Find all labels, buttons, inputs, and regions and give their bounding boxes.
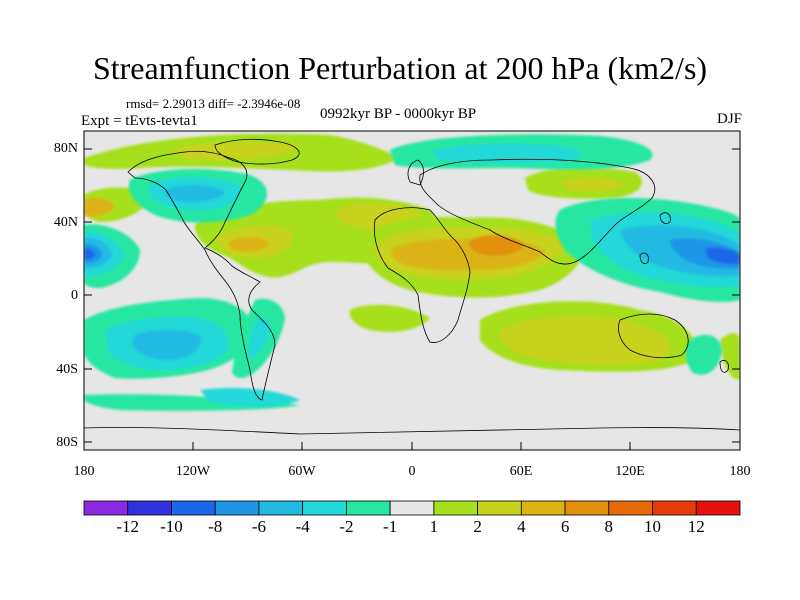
colorbar-label: 2 [473,517,482,536]
colorbar-swatch [345,500,391,516]
colorbar-label: 1 [429,517,439,536]
field-shading [84,131,740,450]
x-tick-label: 120W [175,464,211,479]
colorbar [83,500,741,516]
colorbar-label: 8 [604,517,614,536]
period-label: 0992kyr BP - 0000kyr BP [320,106,477,122]
x-tick-label: 60W [288,464,316,479]
colorbar-swatch [695,500,741,516]
colorbar-label: -10 [160,517,183,536]
colorbar-label: -6 [251,517,266,536]
y-tick-label: 80S [56,435,78,450]
colorbar-swatch [127,500,172,516]
x-tick-label: 0 [408,464,416,479]
colorbar-swatch [258,500,304,516]
colorbar-label: -8 [208,517,223,536]
negative-anomalies [84,134,740,411]
colorbar-swatch [214,500,260,516]
colorbar-swatch [389,500,435,516]
x-tick-label: 180 [729,464,751,479]
colorbar-label: -4 [295,517,310,536]
coastlines [84,138,740,435]
colorbar-label: 6 [560,517,570,536]
colorbar-label: 12 [687,517,705,536]
x-tick-label: 120E [615,464,645,479]
y-tick-label: 40N [53,215,78,230]
colorbar-swatch [477,500,522,516]
colorbar-label: -12 [116,517,140,536]
colorbar-swatch [520,500,566,516]
y-ticks [84,148,740,443]
map-title: Streamfunction Perturbation at 200 hPa (… [92,50,708,86]
colorbar-swatch [433,500,478,516]
colorbar-label: -1 [383,517,398,536]
y-tick-label: 80N [53,141,78,156]
y-tick-label: 0 [71,288,78,303]
x-tick-label: 60E [509,464,533,479]
colorbar-swatch [608,500,653,516]
colorbar-swatch [652,500,697,516]
season-label: DJF [716,111,742,127]
colorbar-swatch [564,500,610,516]
positive-anomalies [84,133,740,380]
colorbar-label: -2 [339,517,354,536]
stats-line: rmsd= 2.29013 diff= -2.3946e-08 [126,96,301,111]
colorbar-label: 10 [644,517,662,536]
colorbar-label: 4 [517,517,526,536]
colorbar-swatch [83,500,129,516]
colorbar-swatch [171,500,216,516]
y-tick-label: 40S [56,362,78,377]
colorbar-swatch [302,500,347,516]
x-ticks [83,442,741,450]
x-tick-label: 180 [73,464,95,479]
experiment-label: Expt = tEvts-tevta1 [81,113,198,129]
